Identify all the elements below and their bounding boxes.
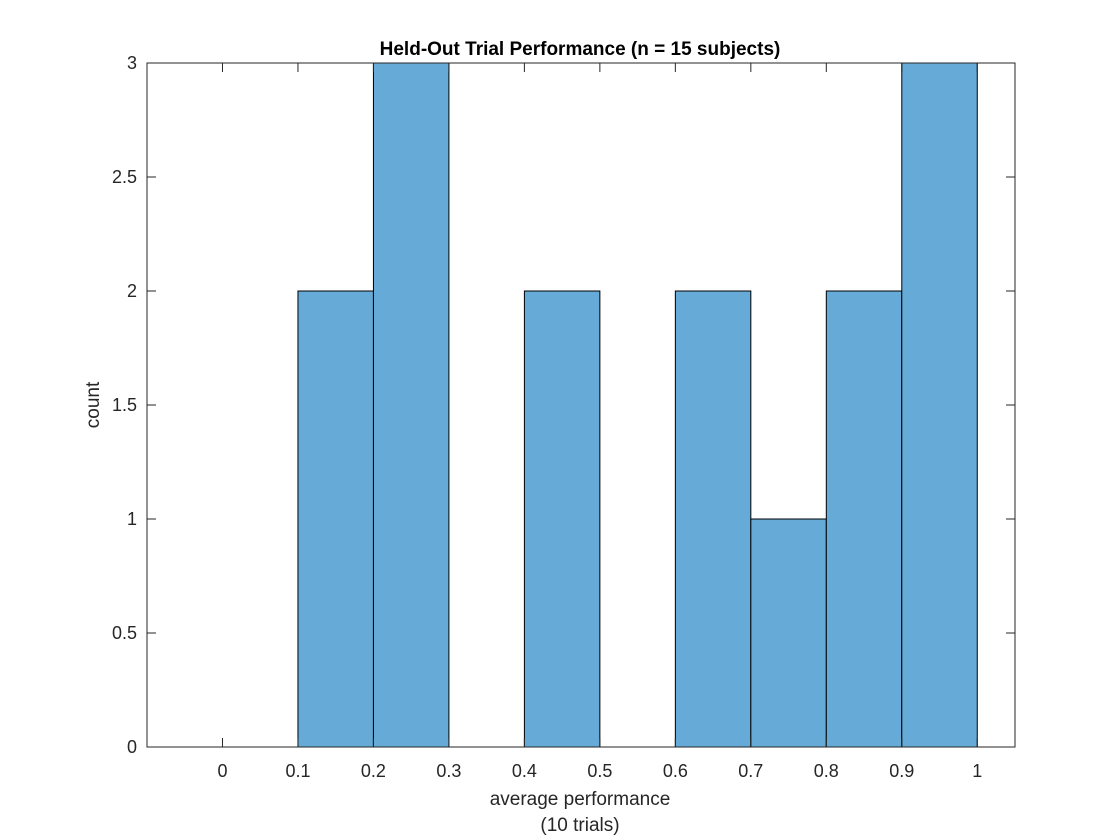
x-tick-label-4: 0.4 <box>512 761 537 781</box>
histogram-bar-5 <box>825 290 903 748</box>
x-tick-labels: 0 0.1 0.2 0.3 0.4 0.5 0.6 0.7 0.8 0.9 1 <box>217 761 982 781</box>
y-axis-label: count <box>83 381 104 428</box>
y-tick-label-3: 1.5 <box>112 395 137 415</box>
x-tick-label-6: 0.6 <box>663 761 688 781</box>
x-axis-label-line2: (10 trials) <box>540 815 619 836</box>
x-tick-label-9: 0.9 <box>889 761 914 781</box>
x-tick-label-10: 1 <box>972 761 982 781</box>
y-tick-label-4: 2 <box>127 281 137 301</box>
x-tick-label-5: 0.5 <box>587 761 612 781</box>
x-axis-label-line1: average performance <box>490 789 671 810</box>
histogram-bar-3 <box>674 290 752 748</box>
y-tick-label-1: 0.5 <box>112 623 137 643</box>
y-tick-label-2: 1 <box>127 509 137 529</box>
histogram-bar-4 <box>750 518 827 748</box>
x-tick-label-7: 0.7 <box>738 761 763 781</box>
histogram-bar-2 <box>523 290 601 748</box>
x-tick-label-8: 0.8 <box>814 761 839 781</box>
x-tick-label-2: 0.2 <box>361 761 386 781</box>
histogram-bar-0 <box>297 290 374 748</box>
y-tick-label-6: 3 <box>127 53 137 73</box>
histogram-bar-6 <box>901 62 978 748</box>
chart-title: Held-Out Trial Performance (n = 15 subje… <box>380 39 781 60</box>
x-tick-label-0: 0 <box>217 761 227 781</box>
x-tick-label-1: 0.1 <box>285 761 310 781</box>
axis-ticks <box>147 62 1015 748</box>
histogram-bar-1 <box>372 62 450 748</box>
y-tick-label-5: 2.5 <box>112 167 137 187</box>
y-tick-labels: 0 0.5 1 1.5 2 2.5 3 <box>112 53 137 757</box>
y-tick-label-0: 0 <box>127 737 137 757</box>
x-tick-label-3: 0.3 <box>436 761 461 781</box>
histogram-bars <box>297 62 978 748</box>
